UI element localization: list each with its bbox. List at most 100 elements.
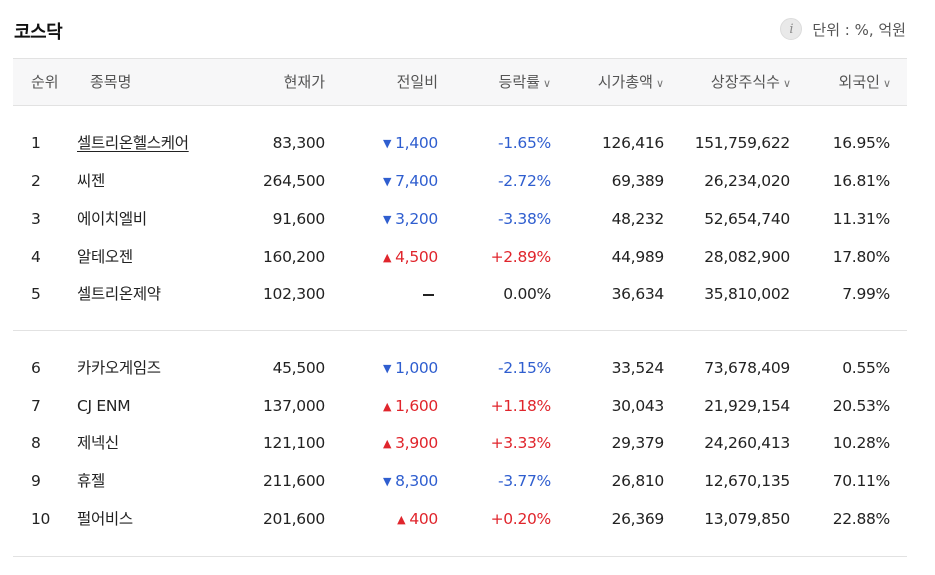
triangle-down-icon: ▼ bbox=[382, 137, 392, 150]
foreign-cell: 10.28% bbox=[832, 434, 891, 452]
unit-info: i 단위 : %, 억원 bbox=[780, 18, 906, 40]
stock-name-link[interactable]: 알테오젠 bbox=[77, 248, 133, 266]
foreign-cell: 17.80% bbox=[832, 248, 891, 266]
market-cap-cell: 33,524 bbox=[611, 359, 665, 377]
change-value: 400 bbox=[409, 510, 438, 528]
change-value: 7,400 bbox=[395, 172, 438, 190]
table-row[interactable]: 8 제넥신 121,100 ▲ 3,900 +3.33% 29,379 24,260,413 1… bbox=[0, 424, 935, 462]
change-cell: ▼ 8,300 bbox=[383, 462, 438, 500]
rate-cell: +3.33% bbox=[490, 434, 552, 452]
header-change: 전일비 bbox=[396, 73, 438, 91]
price-cell: 264,500 bbox=[263, 172, 325, 190]
market-cap-cell: 126,416 bbox=[602, 134, 664, 152]
change-cell: ▲ 1,600 bbox=[383, 387, 438, 425]
stock-name-link[interactable]: 제넥신 bbox=[77, 434, 119, 452]
foreign-cell: 70.11% bbox=[832, 472, 891, 490]
header-price: 현재가 bbox=[283, 73, 325, 91]
rank-cell: 3 bbox=[31, 210, 41, 228]
header-rate-sort[interactable]: 등락률 ∨ bbox=[498, 73, 551, 91]
change-value: 4,500 bbox=[395, 248, 438, 266]
rank-cell: 7 bbox=[31, 397, 41, 415]
table-bottom-border bbox=[13, 556, 907, 557]
rank-cell: 6 bbox=[31, 359, 41, 377]
change-value: 1,600 bbox=[395, 397, 438, 415]
rank-cell: 1 bbox=[31, 134, 41, 152]
triangle-down-icon: ▼ bbox=[382, 362, 392, 375]
group-divider bbox=[13, 330, 907, 331]
change-cell: ▼ 1,400 bbox=[383, 124, 438, 162]
rate-cell: -2.15% bbox=[497, 359, 551, 377]
header-shares-sort[interactable]: 상장주식수 ∨ bbox=[710, 73, 791, 91]
foreign-cell: 16.81% bbox=[832, 172, 891, 190]
header-name: 종목명 bbox=[90, 73, 132, 91]
change-cell: ▲ 4,500 bbox=[383, 238, 438, 276]
shares-cell: 28,082,900 bbox=[704, 248, 790, 266]
foreign-cell: 22.88% bbox=[832, 510, 891, 528]
table-row[interactable]: 6 카카오게임즈 45,500 ▼ 1,000 -2.15% 33,524 73,678,40… bbox=[0, 349, 935, 387]
change-value: 1,400 bbox=[395, 134, 438, 152]
info-icon[interactable]: i bbox=[780, 18, 803, 40]
table-row[interactable]: 2 씨젠 264,500 ▼ 7,400 -2.72% 69,389 26,234,020 16… bbox=[0, 162, 935, 200]
chevron-down-icon: ∨ bbox=[782, 77, 791, 90]
rank-cell: 5 bbox=[31, 285, 41, 303]
chevron-down-icon: ∨ bbox=[655, 77, 664, 90]
change-cell: ▼ 7,400 bbox=[383, 162, 438, 200]
market-cap-cell: 30,043 bbox=[611, 397, 665, 415]
triangle-down-icon: ▼ bbox=[382, 213, 392, 226]
header-foreign-sort[interactable]: 외국인 ∨ bbox=[838, 73, 891, 91]
shares-cell: 24,260,413 bbox=[704, 434, 790, 452]
triangle-up-icon: ▲ bbox=[382, 437, 392, 450]
rate-cell: -3.38% bbox=[497, 210, 551, 228]
header-market-cap-sort[interactable]: 시가총액 ∨ bbox=[597, 73, 664, 91]
triangle-down-icon: ▼ bbox=[382, 175, 392, 188]
change-cell: ▼ 3,200 bbox=[383, 200, 438, 238]
market-cap-cell: 29,379 bbox=[611, 434, 665, 452]
stock-name-link[interactable]: 씨젠 bbox=[77, 172, 105, 190]
shares-cell: 52,654,740 bbox=[704, 210, 790, 228]
table-row[interactable]: 9 휴젤 211,600 ▼ 8,300 -3.77% 26,810 12,670,135 70… bbox=[0, 462, 935, 500]
header-rank: 순위 bbox=[31, 73, 59, 91]
price-cell: 45,500 bbox=[272, 359, 326, 377]
price-cell: 160,200 bbox=[263, 248, 325, 266]
table-row[interactable]: 5 셀트리온제약 102,300 0.00% 36,634 35,810,002 7.99% bbox=[0, 275, 935, 313]
change-value: 3,900 bbox=[395, 434, 438, 452]
table-row[interactable]: 3 에이치엘비 91,600 ▼ 3,200 -3.38% 48,232 52,654,740… bbox=[0, 200, 935, 238]
change-value: 8,300 bbox=[395, 472, 438, 490]
price-cell: 201,600 bbox=[263, 510, 325, 528]
change-cell bbox=[423, 275, 438, 313]
shares-cell: 26,234,020 bbox=[704, 172, 790, 190]
shares-cell: 21,929,154 bbox=[704, 397, 790, 415]
change-value: 1,000 bbox=[395, 359, 438, 377]
rate-cell: +2.89% bbox=[490, 248, 552, 266]
table-row[interactable]: 1 셀트리온헬스케어 83,300 ▼ 1,400 -1.65% 126,416 151,75… bbox=[0, 124, 935, 162]
stock-name-link[interactable]: 카카오게임즈 bbox=[77, 359, 161, 377]
stock-name-link[interactable]: 셀트리온제약 bbox=[77, 285, 161, 303]
price-cell: 121,100 bbox=[263, 434, 325, 452]
unit-label: 단위 : %, 억원 bbox=[812, 20, 906, 39]
shares-cell: 12,670,135 bbox=[704, 472, 790, 490]
foreign-cell: 11.31% bbox=[832, 210, 891, 228]
table-row[interactable]: 10 펄어비스 201,600 ▲ 400 +0.20% 26,369 13,079,850 2… bbox=[0, 500, 935, 538]
rate-cell: +0.20% bbox=[490, 510, 552, 528]
triangle-down-icon: ▼ bbox=[382, 475, 392, 488]
change-cell: ▼ 1,000 bbox=[383, 349, 438, 387]
stock-name-link[interactable]: 펄어비스 bbox=[77, 510, 133, 528]
change-cell: ▲ 400 bbox=[397, 500, 438, 538]
stock-name-link[interactable]: 휴젤 bbox=[77, 472, 105, 490]
stock-name-link[interactable]: 셀트리온헬스케어 bbox=[77, 134, 189, 152]
stock-name-link[interactable]: CJ ENM bbox=[77, 397, 131, 415]
market-cap-cell: 26,369 bbox=[611, 510, 665, 528]
foreign-cell: 20.53% bbox=[832, 397, 891, 415]
change-value: 3,200 bbox=[395, 210, 438, 228]
shares-cell: 35,810,002 bbox=[704, 285, 790, 303]
market-cap-cell: 36,634 bbox=[611, 285, 665, 303]
stock-name-link[interactable]: 에이치엘비 bbox=[77, 210, 147, 228]
rate-cell: -1.65% bbox=[497, 134, 551, 152]
rank-cell: 8 bbox=[31, 434, 41, 452]
rank-cell: 2 bbox=[31, 172, 41, 190]
market-cap-cell: 69,389 bbox=[611, 172, 665, 190]
table-row[interactable]: 4 알테오젠 160,200 ▲ 4,500 +2.89% 44,989 28,082,900… bbox=[0, 238, 935, 276]
rate-cell: -3.77% bbox=[497, 472, 551, 490]
shares-cell: 13,079,850 bbox=[704, 510, 790, 528]
table-row[interactable]: 7 CJ ENM 137,000 ▲ 1,600 +1.18% 30,043 21,929,1… bbox=[0, 387, 935, 425]
